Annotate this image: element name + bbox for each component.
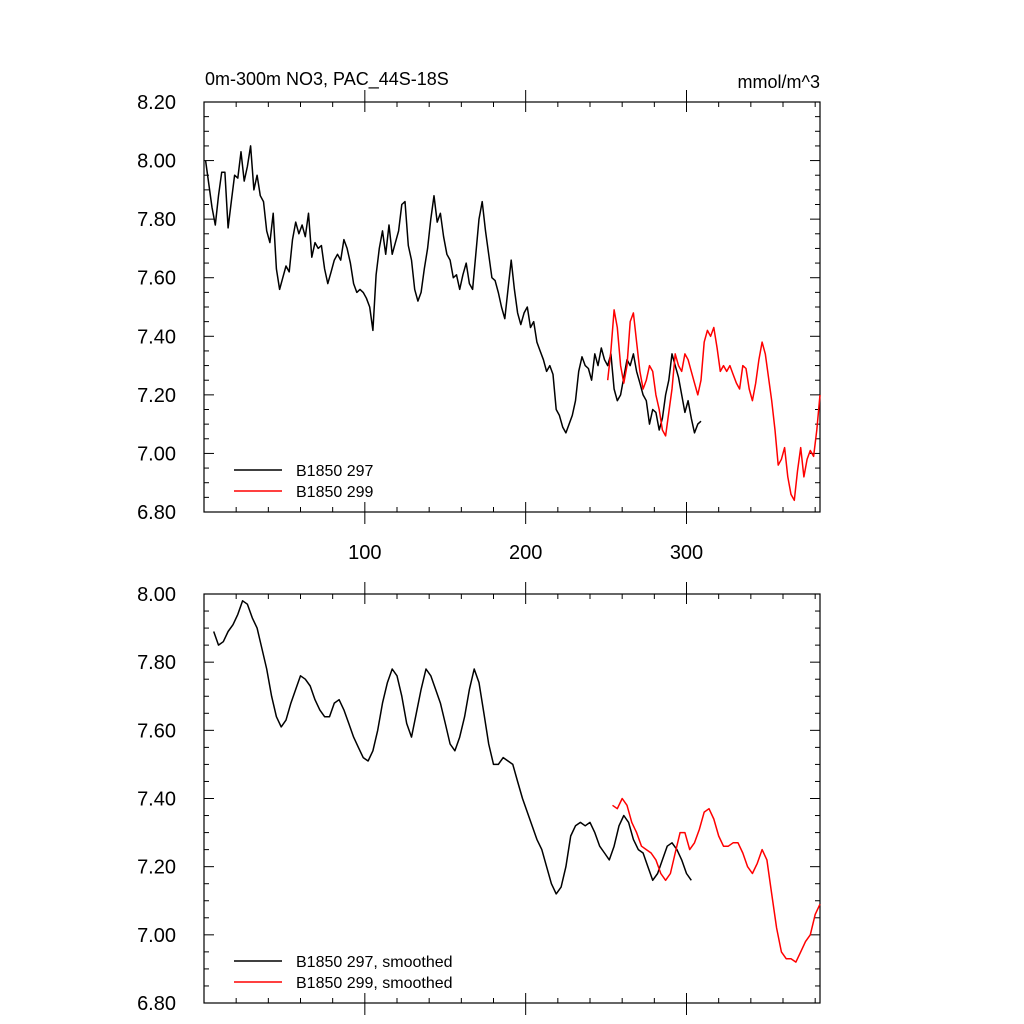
bottom-plot-area: 6.80 7.00 7.20 7.40 7.60 7.80 8.00 xyxy=(137,582,821,1015)
y-tick-label: 7.60 xyxy=(137,268,176,290)
legend-label-299: B1850 299 xyxy=(296,484,374,501)
y-tick-label: 7.00 xyxy=(137,443,176,465)
units-label: mmol/m^3 xyxy=(738,72,820,92)
y-tick-label: 7.40 xyxy=(137,789,176,811)
top-plot-area: 6.80 7.00 7.20 7.40 7.60 7.80 8.00 8.20 100 200 30… xyxy=(137,90,821,564)
plot-frame xyxy=(203,101,821,513)
plot-frame xyxy=(203,593,821,1004)
y-tick-label: 8.00 xyxy=(137,151,176,173)
series-line-299 xyxy=(612,797,821,963)
y-tick-label: 7.40 xyxy=(137,326,176,348)
y-tick-label: 7.60 xyxy=(137,720,176,742)
legend-label-299-smoothed: B1850 299, smoothed xyxy=(296,975,453,992)
bottom-legend: B1850 297, smoothed B1850 299, smoothed xyxy=(234,954,453,992)
x-tick-label: 200 xyxy=(509,542,542,564)
y-tick-label: 7.20 xyxy=(137,857,176,879)
legend-label-297-smoothed: B1850 297, smoothed xyxy=(296,954,453,971)
series-line-297 xyxy=(212,600,692,895)
y-tick-label: 8.20 xyxy=(137,92,176,114)
top-legend: B1850 297 B1850 299 xyxy=(234,463,374,501)
top-panel: 0m-300m NO3, PAC_44S-18S mmol/m^3 6.80 7.… xyxy=(137,69,821,564)
y-tick-label: 7.20 xyxy=(137,385,176,407)
chart-title: 0m-300m NO3, PAC_44S-18S xyxy=(205,69,449,90)
series-line-297 xyxy=(204,145,702,434)
y-tick-label: 8.00 xyxy=(137,584,176,606)
y-tick-label: 7.80 xyxy=(137,209,176,231)
y-tick-label: 6.80 xyxy=(137,993,176,1015)
x-tick-label: 100 xyxy=(348,542,381,564)
y-tick-label: 6.80 xyxy=(137,502,176,524)
y-tick-label: 7.00 xyxy=(137,925,176,947)
bottom-panel: 6.80 7.00 7.20 7.40 7.60 7.80 8.00 B1850 297, … xyxy=(137,582,821,1015)
series-line-299 xyxy=(606,309,821,502)
y-tick-label: 7.80 xyxy=(137,652,176,674)
x-tick-label: 300 xyxy=(670,542,703,564)
legend-label-297: B1850 297 xyxy=(296,463,374,480)
